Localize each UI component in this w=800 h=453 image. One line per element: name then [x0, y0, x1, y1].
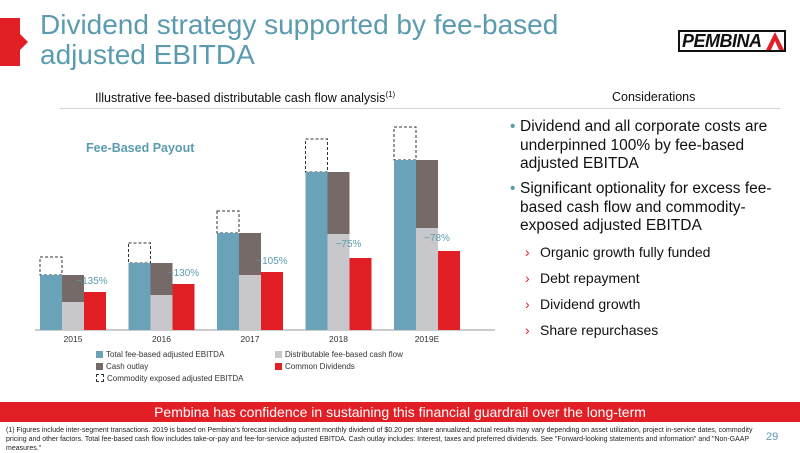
chart-heading: Illustrative fee-based distributable cas…: [95, 90, 396, 106]
payout-bar-chart: ~135% 2015 ~130% 2016 ~105% 2017 ~75% 2018 ~78% 2…: [35, 126, 495, 344]
bar-fee-based-2015: [40, 275, 62, 330]
bar-cash-outlay-2017: [239, 233, 261, 275]
section-tab-marker: [0, 18, 28, 66]
bar-fee-based-2017: [217, 233, 239, 330]
bar-fee-based-2019E: [394, 160, 416, 330]
bullet-dividend: • Dividend and all corporate costs are un…: [510, 118, 768, 172]
bar-distributable-2017: [239, 275, 261, 330]
payout-label-2015: ~135%: [76, 276, 108, 287]
pembina-logo: PEMBINA: [678, 30, 786, 52]
logo-text: PEMBINA: [682, 31, 762, 51]
x-tick-label-2017: 2017: [241, 334, 260, 344]
bar-distributable-2018: [327, 234, 350, 330]
logo-flag-icon: [766, 32, 784, 50]
payout-label-2016: ~130%: [168, 268, 200, 279]
bar-cash-outlay-2015: [62, 275, 84, 302]
bar-commodity-2017: [216, 210, 240, 234]
bar-fee-based-2016: [128, 263, 151, 330]
x-tick-label-2019E: 2019E: [415, 334, 440, 344]
legend-item-fee-based: Total fee-based adjusted EBITDA: [96, 350, 224, 359]
bar-commodity-2019E: [393, 126, 417, 161]
payout-label-2019E: ~78%: [424, 233, 450, 244]
legend-item-dividends: Common Dividends: [275, 362, 355, 371]
legend-item-commodity: Commodity exposed adjusted EBITDA: [96, 374, 244, 383]
legend-item-cash-outlay: Cash outlay: [96, 362, 148, 371]
legend-item-distributable: Distributable fee-based cash flow: [275, 350, 403, 359]
x-tick-label-2018: 2018: [329, 334, 348, 344]
sub-bullet-organic-growth: › Organic growth fully funded: [525, 244, 711, 260]
bar-distributable-2015: [62, 302, 84, 330]
bar-commodity-2016: [128, 242, 151, 264]
bar-dividends-2016: [172, 284, 195, 330]
heading-divider: [60, 108, 780, 109]
bar-commodity-2018: [305, 138, 328, 173]
bar-fee-based-2018: [305, 172, 328, 330]
bar-cash-outlay-2019E: [416, 160, 438, 228]
page-number: 29: [766, 431, 779, 443]
bar-distributable-2016: [150, 295, 173, 330]
bar-cash-outlay-2016: [150, 263, 173, 295]
sub-bullet-dividend-growth: › Dividend growth: [525, 296, 641, 312]
fee-based-payout-label: Fee-Based Payout: [86, 141, 195, 155]
bar-dividends-2019E: [438, 251, 460, 330]
payout-label-2018: ~75%: [336, 239, 362, 250]
slide-title: Dividend strategy supported by fee-based…: [40, 9, 559, 70]
bar-commodity-2015: [39, 256, 63, 276]
bar-dividends-2015: [84, 292, 106, 330]
x-tick-label-2016: 2016: [152, 334, 171, 344]
bullet-optionality: • Significant optionality for excess fee-…: [510, 180, 772, 234]
bar-dividends-2017: [261, 272, 283, 330]
bar-cash-outlay-2018: [327, 172, 350, 234]
sub-bullet-share-repurchases: › Share repurchases: [525, 322, 659, 338]
sub-bullet-debt-repayment: › Debt repayment: [525, 270, 640, 286]
footnote: (1) Figures include inter-segment transa…: [6, 427, 753, 452]
conclusion-banner: Pembina has confidence in sustaining thi…: [0, 402, 800, 422]
bar-distributable-2019E: [416, 228, 438, 330]
considerations-heading: Considerations: [612, 90, 696, 104]
x-tick-label-2015: 2015: [64, 334, 83, 344]
bar-dividends-2018: [349, 258, 372, 330]
payout-label-2017: ~105%: [256, 256, 288, 267]
